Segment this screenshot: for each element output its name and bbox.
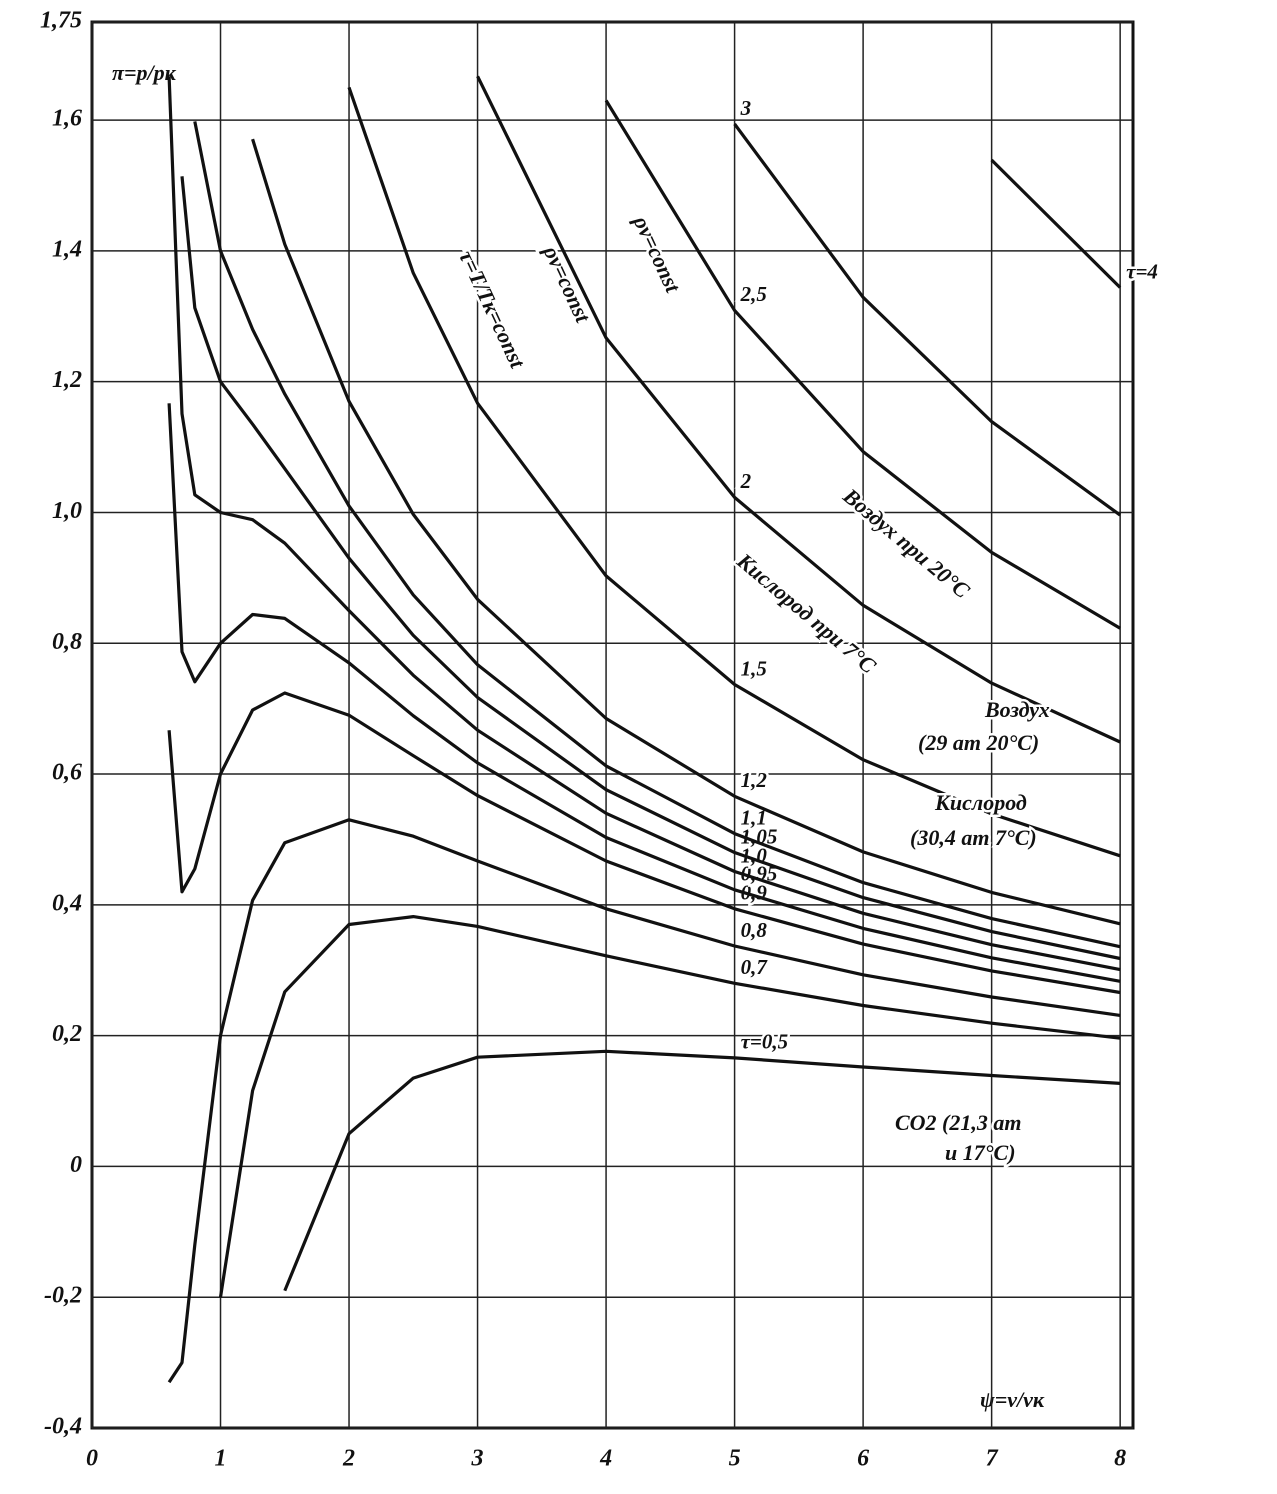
annotation: (30,4 ат 7°C) xyxy=(910,825,1037,850)
isotherm xyxy=(283,1049,1121,1292)
y-tick-label: 0,6 xyxy=(52,760,82,786)
x-tick-label: 8 xyxy=(1114,1446,1126,1472)
isotherm xyxy=(180,176,1121,961)
series-label: 2,5 xyxy=(740,282,767,306)
y-tick-label: -0,4 xyxy=(44,1414,82,1440)
annotation: (29 ат 20°C) xyxy=(918,730,1039,755)
x-tick-label: 3 xyxy=(471,1446,484,1472)
annotation: ρv=const xyxy=(628,211,686,297)
x-tick-label: 1 xyxy=(215,1446,227,1472)
series-label: 0,8 xyxy=(741,918,768,942)
isotherm xyxy=(167,76,1121,972)
x-tick-label: 6 xyxy=(857,1446,869,1472)
y-tick-label: 0,4 xyxy=(52,890,82,916)
y-tick-label: 0 xyxy=(70,1152,82,1178)
isotherm xyxy=(990,158,1122,289)
series-label: 2 xyxy=(740,469,752,493)
y-tick-label: 0,2 xyxy=(52,1021,82,1047)
y-tick-label: 1,4 xyxy=(52,236,82,262)
y-tick-label: 1,6 xyxy=(52,106,82,132)
annotation: τ=T/Tк=const xyxy=(454,246,531,372)
annotation: CO2 (21,3 ат xyxy=(895,1110,1022,1135)
isotherm xyxy=(167,818,1121,1384)
series-label: τ=4 xyxy=(1126,259,1158,283)
isotherm xyxy=(604,99,1121,630)
annotation: ρv=const xyxy=(538,241,596,327)
series-label: 0,7 xyxy=(741,955,769,979)
x-tick-label: 2 xyxy=(342,1446,355,1472)
x-tick-label: 4 xyxy=(599,1446,612,1472)
isotherm xyxy=(347,86,1121,858)
isotherm xyxy=(251,138,1121,926)
series-label: 1,5 xyxy=(741,656,767,680)
isotherm xyxy=(218,915,1121,1298)
annotation: Воздух xyxy=(984,697,1050,722)
isotherm xyxy=(733,123,1122,517)
isotherm xyxy=(167,691,1121,995)
isotherm xyxy=(167,403,1121,983)
series-label: 3 xyxy=(740,96,752,120)
annotation: и 17°C) xyxy=(945,1140,1016,1165)
y-tick-label: 1,2 xyxy=(52,367,82,393)
x-tick-label: 5 xyxy=(729,1446,741,1472)
x-tick-label: 7 xyxy=(986,1446,999,1472)
plot-frame xyxy=(90,20,1135,1430)
series-label: τ=0,5 xyxy=(741,1030,789,1054)
x-tick-label: 0 xyxy=(86,1446,98,1472)
y-axis-title: π=p/pк xyxy=(112,60,177,85)
y-tick-label: 1,75 xyxy=(40,8,82,34)
y-tick-label: 0,8 xyxy=(52,629,82,655)
annotation: Воздух при 20°C xyxy=(838,483,975,604)
annotation: Кислород xyxy=(934,790,1027,815)
series-label: 1,2 xyxy=(741,768,768,792)
y-tick-label: -0,2 xyxy=(44,1283,82,1309)
x-axis-title: ψ=v/vк xyxy=(980,1387,1045,1412)
isotherm xyxy=(476,75,1121,744)
isotherm xyxy=(193,121,1121,949)
y-tick-label: 1,0 xyxy=(52,498,82,524)
